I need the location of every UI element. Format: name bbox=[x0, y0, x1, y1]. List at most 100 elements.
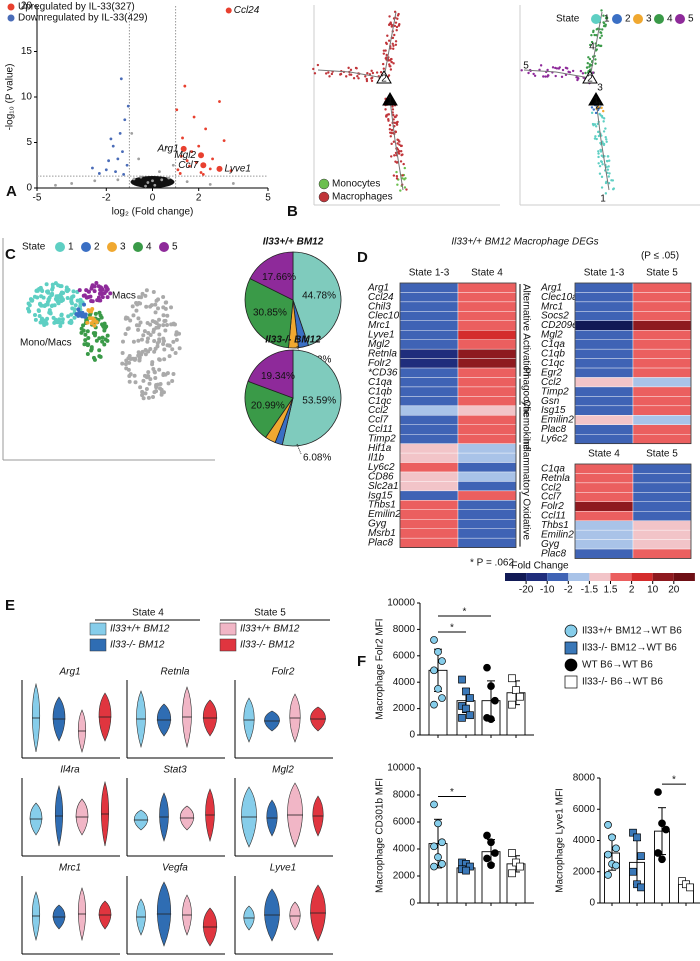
heat-cell bbox=[399, 537, 459, 548]
cell-dot bbox=[145, 336, 150, 341]
cell-dot bbox=[69, 301, 74, 306]
heat-cell bbox=[574, 511, 634, 521]
group-label: Alternative Activation bbox=[520, 284, 531, 377]
cell-dot bbox=[141, 396, 146, 401]
cell-dot bbox=[157, 337, 162, 342]
cell-dot bbox=[90, 307, 95, 312]
cell-dot bbox=[132, 373, 137, 378]
cell-dot bbox=[551, 66, 555, 69]
point bbox=[125, 163, 129, 167]
point bbox=[114, 170, 117, 174]
cell-dot bbox=[316, 63, 320, 67]
point bbox=[97, 172, 101, 175]
cell-dot bbox=[85, 329, 90, 334]
cell-dot bbox=[592, 108, 596, 111]
cell-dot bbox=[546, 68, 549, 72]
cell-dot bbox=[390, 128, 394, 132]
cell-dot bbox=[120, 361, 125, 366]
row-label: Gyg bbox=[541, 539, 560, 550]
group-label: Phagocytic bbox=[520, 367, 531, 416]
state-label: 3 bbox=[597, 83, 603, 94]
row-label: Plac8 bbox=[541, 424, 566, 435]
point bbox=[54, 183, 57, 187]
y-tick-label: 5 bbox=[26, 137, 32, 148]
cell-dot bbox=[94, 281, 99, 286]
heat-cell bbox=[399, 481, 459, 492]
significance-label: * bbox=[672, 775, 676, 786]
cell-dot bbox=[85, 343, 90, 348]
cell-dot bbox=[544, 75, 547, 78]
cell-dot bbox=[579, 69, 583, 73]
point bbox=[208, 182, 212, 186]
heat-cell bbox=[399, 452, 459, 463]
cell-dot bbox=[131, 339, 136, 344]
cell-dot bbox=[581, 72, 585, 75]
cell-dot bbox=[134, 301, 139, 306]
cell-dot bbox=[100, 295, 105, 300]
cell-dot bbox=[142, 373, 147, 378]
highlight-point bbox=[225, 7, 232, 14]
cell-dot bbox=[599, 31, 603, 35]
gene-label: Ccl7 bbox=[178, 160, 198, 171]
cell-dot bbox=[177, 346, 182, 351]
cell-dot bbox=[400, 144, 403, 148]
gene-label: Ccl24 bbox=[234, 5, 260, 16]
cell-dot bbox=[142, 329, 147, 334]
heat-cell bbox=[574, 396, 634, 407]
cell-dot bbox=[92, 323, 97, 328]
cell-dot bbox=[561, 68, 565, 72]
cell-dot bbox=[156, 297, 161, 302]
heat-cell bbox=[457, 405, 517, 416]
heat-cell bbox=[632, 301, 692, 312]
cell-dot bbox=[357, 77, 360, 80]
cell-dot bbox=[161, 390, 166, 395]
cell-dot bbox=[86, 335, 91, 340]
cell-dot bbox=[71, 294, 76, 299]
dot bbox=[604, 821, 612, 829]
cell-dot bbox=[148, 377, 153, 382]
y-tick-label: 2000 bbox=[393, 703, 416, 714]
cell-dot bbox=[601, 163, 604, 166]
cell-dot bbox=[173, 350, 178, 355]
cell-dot bbox=[54, 294, 59, 299]
cell-dot bbox=[72, 315, 77, 320]
point bbox=[137, 157, 141, 161]
heat-cell bbox=[574, 367, 634, 378]
cell-dot bbox=[405, 188, 408, 191]
cell-dot bbox=[96, 295, 101, 300]
value-label: 53.59% bbox=[302, 396, 336, 407]
cell-dot bbox=[161, 313, 166, 318]
dot bbox=[438, 838, 446, 847]
node-label: 2 bbox=[381, 74, 387, 85]
row-label: Ly6c2 bbox=[541, 434, 568, 445]
legend-swatch bbox=[89, 622, 107, 636]
cell-dot bbox=[542, 75, 545, 78]
gene-label: Lyve1 bbox=[224, 164, 251, 175]
row-label: Ccl2 bbox=[541, 377, 561, 388]
y-tick-label: 0 bbox=[589, 898, 595, 909]
y-tick-label: 0 bbox=[409, 898, 415, 909]
dot bbox=[512, 686, 520, 694]
cell-dot bbox=[105, 333, 110, 338]
row-label: C1qc bbox=[541, 358, 564, 369]
cell-dot bbox=[527, 71, 530, 75]
heat-cell bbox=[632, 473, 692, 484]
value-label: 17.66% bbox=[262, 272, 296, 283]
cell-dot bbox=[144, 386, 149, 391]
cell-dot bbox=[97, 348, 102, 353]
row-label: C1qa bbox=[541, 339, 565, 350]
dot bbox=[508, 849, 516, 857]
heat-cell bbox=[574, 539, 634, 550]
legend-label: 5 bbox=[172, 242, 178, 253]
y-tick-label: 6000 bbox=[393, 650, 416, 661]
legend-marker bbox=[318, 191, 330, 203]
cell-dot bbox=[396, 148, 400, 151]
cell-dot bbox=[37, 286, 42, 291]
heat-cell bbox=[399, 462, 459, 473]
row-label: Timp2 bbox=[541, 386, 569, 397]
cell-dot bbox=[151, 395, 156, 400]
cell-dot bbox=[576, 76, 579, 79]
row-label: Mgl2 bbox=[368, 339, 390, 350]
cell-dot bbox=[145, 339, 150, 344]
row-label: Ccl11 bbox=[541, 511, 566, 522]
